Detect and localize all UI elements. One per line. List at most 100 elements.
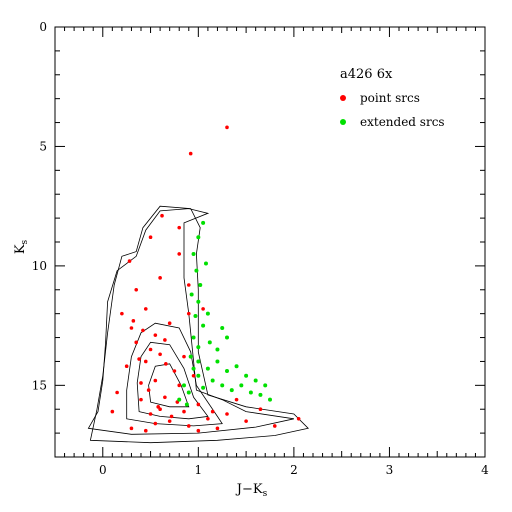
extended-src-marker bbox=[263, 383, 268, 388]
point-src-marker bbox=[206, 416, 210, 421]
point-src-marker bbox=[143, 359, 148, 364]
extended-src-marker bbox=[201, 220, 206, 225]
x-tick-label: 3 bbox=[386, 463, 394, 477]
point-src-marker bbox=[201, 307, 205, 311]
extended-src-marker bbox=[239, 383, 244, 388]
point-src-marker bbox=[182, 409, 186, 414]
extended-src-marker bbox=[196, 299, 201, 304]
extended-src-marker bbox=[258, 392, 263, 397]
density-contours bbox=[87, 205, 310, 444]
point-src-marker bbox=[139, 397, 143, 402]
point-src-marker bbox=[215, 426, 220, 431]
point-src-marker bbox=[148, 412, 153, 416]
extended-src-marker bbox=[207, 340, 212, 345]
y-tick-label: 0 bbox=[39, 20, 47, 34]
extended-src-marker bbox=[225, 335, 229, 340]
legend-marker-point-srcs bbox=[340, 95, 346, 101]
extended-src-marker bbox=[186, 390, 191, 395]
point-src-marker bbox=[143, 428, 148, 433]
y-axis-label: Ks bbox=[13, 239, 30, 254]
point-src-marker bbox=[139, 381, 143, 385]
extended-src-marker bbox=[201, 385, 206, 390]
extended-src-marker bbox=[177, 397, 182, 402]
y-tick-label: 5 bbox=[39, 139, 47, 153]
extended-src-marker bbox=[203, 261, 208, 266]
extended-src-marker bbox=[248, 390, 253, 395]
point-src-marker bbox=[129, 426, 134, 431]
extended-src-marker bbox=[191, 251, 196, 256]
point-src-marker bbox=[158, 276, 162, 280]
extended-src-marker bbox=[191, 335, 196, 340]
x-tick-label: 2 bbox=[290, 463, 298, 477]
extended-src-marker bbox=[225, 369, 229, 373]
extended-sources-layer bbox=[177, 220, 272, 407]
point-src-marker bbox=[258, 407, 263, 412]
extended-src-marker bbox=[205, 311, 210, 316]
plot-frame bbox=[54, 26, 486, 458]
point-src-marker bbox=[163, 395, 167, 400]
point-src-marker bbox=[225, 412, 229, 416]
point-src-marker bbox=[196, 402, 201, 407]
extended-src-marker bbox=[210, 378, 215, 383]
extended-src-marker bbox=[196, 345, 201, 350]
point-src-marker bbox=[158, 352, 162, 357]
point-src-marker bbox=[225, 125, 229, 130]
extended-src-marker bbox=[184, 402, 189, 407]
point-src-marker bbox=[196, 428, 201, 433]
point-src-marker bbox=[177, 225, 182, 230]
extended-src-marker bbox=[205, 366, 210, 371]
point-sources-layer bbox=[110, 125, 301, 433]
x-axis-label: J−Ks bbox=[235, 482, 268, 499]
extended-src-marker bbox=[196, 373, 201, 378]
point-src-marker bbox=[186, 283, 191, 287]
point-src-marker bbox=[188, 151, 193, 156]
point-src-marker bbox=[141, 328, 145, 333]
point-src-marker bbox=[296, 416, 301, 421]
contour-line bbox=[89, 205, 310, 444]
point-src-marker bbox=[210, 409, 215, 414]
contour-line bbox=[136, 341, 209, 420]
extended-src-marker bbox=[196, 359, 201, 364]
point-src-marker bbox=[272, 424, 277, 428]
point-src-marker bbox=[163, 338, 167, 342]
point-src-marker bbox=[137, 357, 141, 361]
contour-line bbox=[148, 363, 190, 408]
legend: point srcs extended srcs bbox=[340, 91, 445, 129]
extended-src-marker bbox=[215, 347, 220, 352]
point-src-marker bbox=[186, 424, 191, 428]
point-src-marker bbox=[191, 373, 196, 378]
y-tick-label: 10 bbox=[32, 259, 47, 273]
extended-src-marker bbox=[253, 378, 258, 383]
point-src-marker bbox=[148, 347, 153, 352]
extended-src-marker bbox=[182, 383, 186, 388]
point-src-marker bbox=[160, 213, 164, 218]
point-src-marker bbox=[148, 235, 153, 240]
extended-src-marker bbox=[220, 326, 225, 330]
legend-label-point-srcs: point srcs bbox=[360, 91, 420, 105]
extended-src-marker bbox=[196, 235, 201, 240]
point-src-marker bbox=[167, 321, 172, 326]
point-src-marker bbox=[146, 388, 151, 392]
x-tick-label: 0 bbox=[99, 463, 107, 477]
axes: 0 1 2 3 4 0 5 10 15 bbox=[32, 20, 489, 477]
point-src-marker bbox=[244, 419, 248, 423]
point-src-marker bbox=[127, 259, 132, 263]
point-src-marker bbox=[110, 409, 115, 414]
point-src-marker bbox=[131, 319, 136, 323]
extended-src-marker bbox=[188, 354, 193, 359]
point-src-marker bbox=[182, 354, 186, 359]
point-src-marker bbox=[177, 252, 182, 256]
point-src-marker bbox=[134, 287, 139, 292]
point-src-marker bbox=[129, 326, 134, 330]
point-src-marker bbox=[115, 390, 119, 395]
legend-label-extended-srcs: extended srcs bbox=[360, 115, 445, 129]
contour-line bbox=[87, 208, 294, 435]
point-src-marker bbox=[234, 397, 239, 402]
extended-src-marker bbox=[189, 292, 194, 297]
point-src-marker bbox=[172, 369, 177, 373]
legend-marker-extended-srcs bbox=[340, 119, 346, 125]
extended-src-marker bbox=[191, 366, 196, 371]
annotation-label: a426 6x bbox=[340, 67, 393, 82]
point-src-marker bbox=[153, 333, 158, 337]
